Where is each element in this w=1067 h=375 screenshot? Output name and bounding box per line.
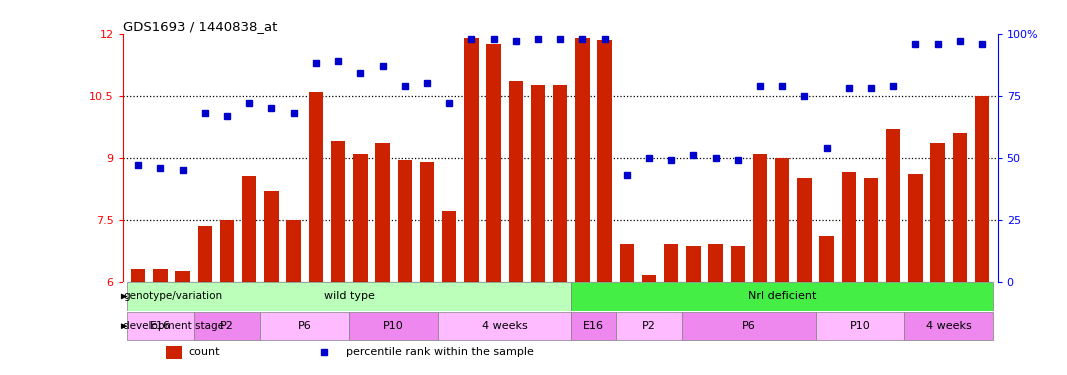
Text: 4 weeks: 4 weeks [482,321,527,331]
Bar [242,176,256,282]
Bar [308,92,323,282]
Bar [127,312,194,340]
Bar [775,158,790,282]
Text: percentile rank within the sample: percentile rank within the sample [346,347,534,357]
Bar [530,86,545,282]
Text: genotype/variation: genotype/variation [123,291,222,302]
Bar [419,162,434,282]
Bar [975,96,989,282]
Bar [553,86,568,282]
Bar [175,271,190,282]
Bar [166,346,182,359]
Bar [353,153,367,282]
Bar [864,178,878,282]
Bar [731,246,745,282]
Bar [265,191,278,282]
Text: P6: P6 [298,321,312,331]
Bar [260,312,349,340]
Bar [331,141,346,282]
Text: P10: P10 [849,321,871,331]
Bar [439,312,571,340]
Bar [197,226,212,282]
Bar [664,244,679,282]
Text: 4 weeks: 4 weeks [926,321,972,331]
Bar [753,153,767,282]
Bar [349,312,439,340]
Text: Nrl deficient: Nrl deficient [748,291,816,302]
Bar [571,282,993,311]
Bar [487,44,500,282]
Bar [571,312,616,340]
Bar [127,282,571,311]
Bar [194,312,260,340]
Bar [930,143,945,282]
Bar [953,133,967,282]
Text: development stage: development stage [123,321,224,331]
Bar [819,236,834,282]
Bar [575,38,590,282]
Bar [815,312,905,340]
Bar [905,312,993,340]
Bar [131,269,145,282]
Bar [442,211,457,282]
Text: wild type: wild type [323,291,375,302]
Text: E16: E16 [150,321,171,331]
Bar [286,220,301,282]
Bar [641,275,656,282]
Bar [908,174,923,282]
Bar [686,246,701,282]
Bar [398,160,412,282]
Text: P10: P10 [383,321,404,331]
Text: P6: P6 [742,321,755,331]
Text: GDS1693 / 1440838_at: GDS1693 / 1440838_at [123,20,277,33]
Bar [620,244,634,282]
Bar [842,172,856,282]
Bar [797,178,812,282]
Text: count: count [189,347,220,357]
Bar [682,312,815,340]
Bar [154,269,168,282]
Bar [509,81,523,282]
Bar [708,244,722,282]
Text: P2: P2 [642,321,656,331]
Text: E16: E16 [583,321,604,331]
Bar [220,220,235,282]
Bar [598,40,611,282]
Bar [464,38,479,282]
Text: P2: P2 [220,321,234,331]
Bar [886,129,901,282]
Bar [616,312,682,340]
Bar [376,143,389,282]
